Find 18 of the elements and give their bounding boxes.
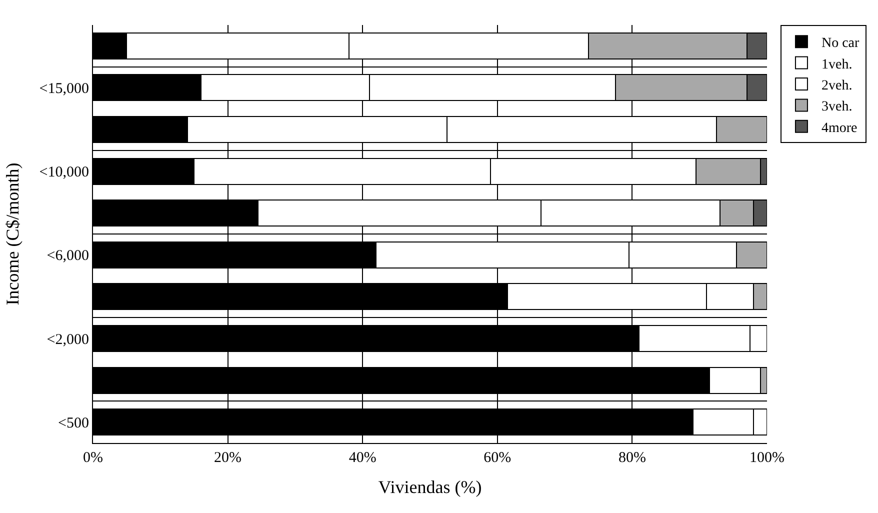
legend-label: 3veh. — [821, 100, 852, 115]
x-tick-label: 100% — [750, 450, 784, 466]
legend-label: 4more — [821, 120, 858, 136]
y-tick-label: <15,000 — [39, 80, 89, 97]
x-tick-label: 60% — [484, 450, 512, 466]
legend-label: No car — [821, 36, 860, 52]
y-tick-label: <500 — [58, 415, 89, 432]
y-tick-label: <6,000 — [46, 248, 89, 264]
x-tick-label: 80% — [618, 450, 646, 466]
y-tick-label: <10,000 — [39, 164, 89, 181]
x-axis-title: Viviendas (%) — [378, 477, 482, 498]
y-axis-title: Income (C$/month) — [2, 162, 22, 306]
y-tick-label: <2,000 — [46, 332, 89, 348]
x-tick-label: 0% — [83, 450, 103, 466]
legend-label: 2veh. — [821, 78, 852, 94]
x-tick-label: 20% — [214, 450, 242, 466]
legend-label: 1veh. — [821, 57, 852, 72]
x-tick-label: 40% — [348, 450, 376, 466]
